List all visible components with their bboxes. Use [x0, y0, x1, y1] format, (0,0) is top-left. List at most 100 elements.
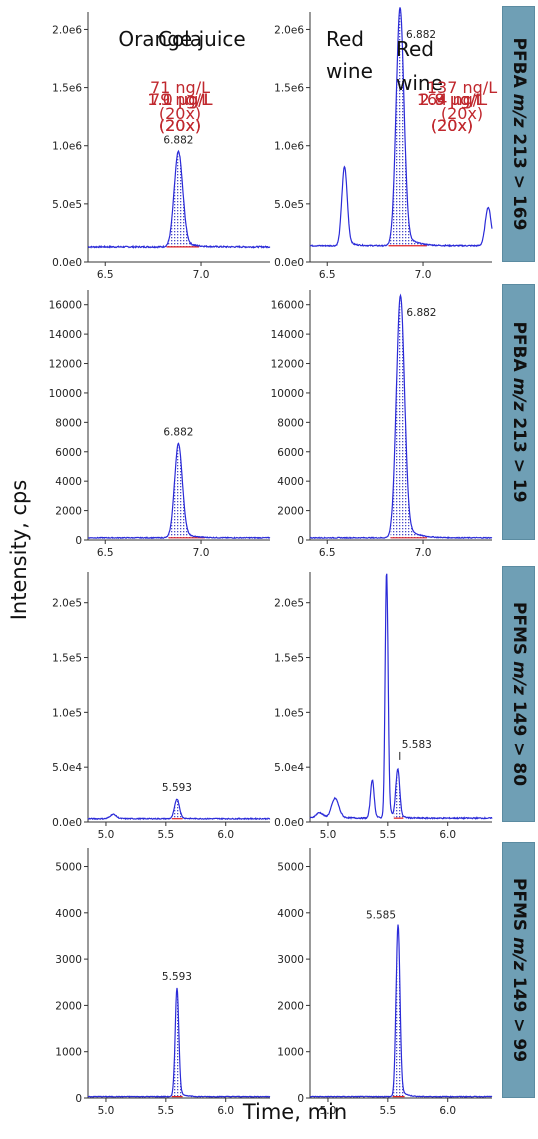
y-tick-label: 1.0e5 — [52, 707, 82, 719]
y-tick-label: 5000 — [277, 862, 304, 874]
sample-label: Red — [396, 37, 434, 61]
dilution-label: (20x) — [441, 104, 483, 123]
x-tick-label: 5.0 — [98, 1105, 115, 1117]
row-label-pfms-149-99: PFMS m/z 149 > 99 — [502, 842, 535, 1098]
concentration-label: 1.0 µg/L — [147, 90, 212, 109]
y-tick-label: 0.0e0 — [274, 817, 304, 829]
sample-label: Orange juice — [118, 27, 245, 51]
y-tick-label: 5.0e4 — [274, 762, 304, 774]
x-tick-label: 6.5 — [97, 269, 114, 281]
y-tick-label: 2.0e6 — [274, 24, 304, 36]
chromatogram-panel: 0.0e0 5.0e5 1.0e6 1.5e6 2.0e6 6.5 7.0 6.882 1.0 … — [52, 12, 271, 281]
y-tick-label: 0 — [75, 1093, 82, 1105]
y-tick-label: 16000 — [49, 300, 82, 312]
y-tick-label: 14000 — [49, 329, 82, 341]
x-tick-label: 6.0 — [439, 829, 456, 841]
x-tick-label: 6.0 — [217, 829, 234, 841]
chromatogram-panel: 0 2000 4000 6000 8000 10000 12000 14000 16000 6.5… — [271, 90, 493, 559]
integrated-peak-area — [392, 924, 405, 1097]
row-label-pfms-149-80: PFMS m/z 149 > 80 — [502, 566, 535, 822]
y-tick-label: 4000 — [277, 476, 304, 488]
dilution-label: (20x) — [431, 116, 473, 135]
peak-retention-time-label: 5.585 — [366, 909, 396, 921]
y-tick-label: 16000 — [271, 300, 304, 312]
row-label-text: PFMS m/z 149 > 99 — [508, 877, 529, 1063]
peak-retention-time-label: 5.583 — [402, 739, 432, 751]
chromatogram-trace — [87, 149, 271, 249]
x-tick-label: 6.5 — [319, 547, 336, 559]
sample-label: wine — [326, 59, 373, 83]
chromatogram-panel: 0.0e0 5.0e4 1.0e5 1.5e5 2.0e5 5.0 5.5 6.0 5.583 1… — [274, 37, 493, 841]
y-tick-label: 14000 — [271, 329, 304, 341]
sample-label: wine — [396, 71, 443, 95]
chromatogram-trace — [87, 798, 271, 821]
y-tick-label: 6000 — [277, 447, 304, 459]
y-tick-label: 2000 — [277, 1000, 304, 1012]
y-tick-label: 3000 — [55, 954, 82, 966]
y-tick-label: 1000 — [55, 1047, 82, 1059]
row-label-text: PFMS m/z 149 > 80 — [508, 601, 529, 787]
chromatogram-trace — [309, 7, 493, 248]
integrated-peak-area — [168, 443, 205, 538]
x-tick-label: 7.0 — [415, 547, 432, 559]
x-tick-label: 6.0 — [439, 1105, 456, 1117]
peak-retention-time-label: 5.593 — [162, 971, 192, 983]
x-axis-title: Time, min — [242, 1100, 348, 1124]
y-tick-label: 10000 — [271, 388, 304, 400]
y-tick-label: 2.0e5 — [52, 598, 82, 610]
y-tick-label: 6000 — [55, 447, 82, 459]
x-tick-label: 6.0 — [217, 1105, 234, 1117]
integrated-peak-area — [171, 799, 183, 819]
dilution-label: (20x) — [159, 116, 201, 135]
y-tick-label: 12000 — [49, 359, 82, 371]
y-tick-label: 10000 — [49, 388, 82, 400]
y-tick-label: 1.5e6 — [274, 83, 304, 95]
chromatogram-panel: 0 1000 2000 3000 4000 5000 5.0 5.5 6.0 5.585 137 n… — [277, 78, 497, 1117]
y-tick-label: 8000 — [55, 417, 82, 429]
y-tick-label: 2.0e6 — [52, 24, 82, 36]
y-tick-label: 5.0e5 — [52, 199, 82, 211]
peak-retention-time-label: 6.882 — [406, 307, 436, 319]
chromatogram-panel: 0.0e0 5.0e4 1.0e5 1.5e5 2.0e5 5.0 5.5 6.0 5.593 7… — [52, 27, 271, 841]
sample-label: Red — [326, 27, 364, 51]
concentration-label: 164 ng/L — [417, 90, 487, 109]
dilution-label: (20x) — [159, 116, 201, 135]
chromatogram-trace — [88, 442, 271, 540]
y-tick-label: 0.0e0 — [52, 817, 82, 829]
y-tick-label: 2000 — [277, 506, 304, 518]
y-tick-label: 0.0e0 — [274, 257, 304, 269]
y-tick-label: 1.0e5 — [274, 707, 304, 719]
x-tick-label: 7.0 — [193, 269, 210, 281]
x-tick-label: 5.0 — [320, 1105, 337, 1117]
chromatogram-panel: 0.0e0 5.0e5 1.0e6 1.5e6 2.0e6 6.5 7.0 6.882 2.9 … — [274, 7, 493, 281]
y-tick-label: 4000 — [277, 908, 304, 920]
peak-retention-time-label: 5.593 — [162, 782, 192, 794]
y-tick-label: 4000 — [55, 908, 82, 920]
y-tick-label: 0.0e0 — [52, 257, 82, 269]
peak-retention-time-label: 6.882 — [163, 427, 193, 439]
x-tick-label: 6.5 — [319, 269, 336, 281]
y-tick-label: 1.0e6 — [52, 141, 82, 153]
x-tick-label: 7.0 — [415, 269, 432, 281]
dilution-label: (20x) — [431, 116, 473, 135]
concentration-label: 137 ng/L — [427, 78, 497, 97]
y-tick-label: 5.0e4 — [52, 762, 82, 774]
chromatogram-trace — [309, 573, 493, 821]
x-tick-label: 5.5 — [379, 829, 396, 841]
concentration-label: 79 ng/L — [150, 90, 210, 109]
x-tick-label: 5.5 — [157, 1105, 174, 1117]
row-label-text: PFBA m/z 213 > 169 — [508, 37, 529, 231]
integrated-peak-area — [166, 151, 200, 247]
y-tick-label: 0 — [297, 1093, 304, 1105]
integrated-peak-area — [388, 7, 427, 246]
chromatogram-trace — [309, 293, 493, 540]
chromatogram-trace — [309, 924, 493, 1098]
x-tick-label: 6.5 — [97, 547, 114, 559]
concentration-label: 2.8 µg/L — [419, 90, 484, 109]
y-tick-label: 12000 — [271, 359, 304, 371]
y-tick-label: 1000 — [277, 1047, 304, 1059]
chromatogram-panel: 0 2000 4000 6000 8000 10000 12000 14000 16000 6.5… — [49, 90, 271, 559]
row-label-pfba-213-169: PFBA m/z 213 > 169 — [502, 6, 535, 262]
y-tick-label: 4000 — [55, 476, 82, 488]
